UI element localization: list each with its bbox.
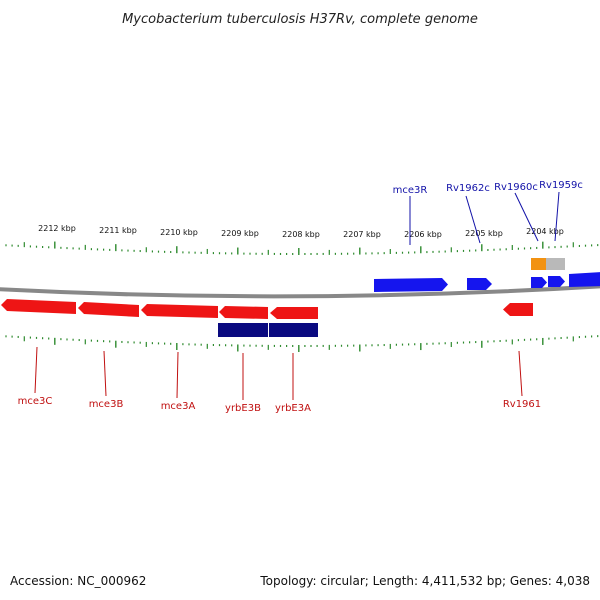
scale-label-2207: 2207 kbp bbox=[343, 230, 381, 239]
scale-label-2205: 2205 kbp bbox=[465, 229, 503, 238]
gene-Rv1962c[interactable] bbox=[467, 278, 492, 290]
scale-label-2204: 2204 kbp bbox=[526, 227, 564, 236]
reverse-labels: mce3C mce3B mce3A yrbE3B yrbE3A Rv1961 bbox=[18, 396, 542, 414]
gene-Rv1959c[interactable] bbox=[548, 276, 565, 287]
gene-mce3A[interactable] bbox=[141, 304, 218, 318]
scale-label-2208: 2208 kbp bbox=[282, 230, 320, 239]
gene-mce3R[interactable] bbox=[374, 278, 448, 292]
gene-mce3C[interactable] bbox=[1, 299, 76, 314]
gene-mce3B[interactable] bbox=[78, 302, 139, 317]
label-mce3R[interactable]: mce3R bbox=[393, 185, 428, 196]
inner-tick-ring bbox=[5, 335, 599, 352]
label-Rv1960c[interactable]: Rv1960c bbox=[494, 182, 538, 193]
scale-label-2212: 2212 kbp bbox=[38, 224, 76, 233]
scale-label-2209: 2209 kbp bbox=[221, 229, 259, 238]
label-Rv1961[interactable]: Rv1961 bbox=[503, 399, 541, 410]
reverse-genes bbox=[1, 299, 533, 337]
accession-text: Accession: NC_000962 bbox=[10, 574, 147, 588]
forward-genes bbox=[374, 258, 600, 292]
gene-yrbE3B[interactable] bbox=[219, 306, 268, 319]
rna-yrbE3B[interactable] bbox=[218, 323, 268, 337]
outer-tick-ring bbox=[5, 241, 599, 255]
genome-backbone bbox=[0, 284, 600, 299]
label-Rv1962c[interactable]: Rv1962c bbox=[446, 183, 490, 194]
label-mce3C[interactable]: mce3C bbox=[18, 396, 53, 407]
gene-Rv1960c[interactable] bbox=[531, 277, 547, 288]
label-mce3A[interactable]: mce3A bbox=[161, 401, 196, 412]
forward-label-leaders bbox=[409, 191, 560, 245]
scale-label-2211: 2211 kbp bbox=[99, 226, 137, 235]
scale-label-2210: 2210 kbp bbox=[160, 228, 198, 237]
gene-yrbE3A[interactable] bbox=[270, 307, 318, 319]
reverse-label-leaders bbox=[34, 346, 523, 400]
label-yrbE3B[interactable]: yrbE3B bbox=[225, 403, 261, 414]
scale-label-2206: 2206 kbp bbox=[404, 230, 442, 239]
label-mce3B[interactable]: mce3B bbox=[89, 399, 124, 410]
scale-labels: 2212 kbp 2211 kbp 2210 kbp 2209 kbp 2208… bbox=[38, 224, 564, 239]
gene-Rv1961[interactable] bbox=[503, 303, 533, 316]
gene-forward-edge[interactable] bbox=[569, 272, 600, 287]
genome-summary-text: Topology: circular; Length: 4,411,532 bp… bbox=[260, 574, 590, 588]
map-title: Mycobacterium tuberculosis H37Rv, comple… bbox=[122, 12, 478, 27]
label-Rv1959c[interactable]: Rv1959c bbox=[539, 180, 583, 191]
rna-yrbE3A[interactable] bbox=[269, 323, 318, 337]
feature-orange[interactable] bbox=[531, 258, 546, 270]
label-yrbE3A[interactable]: yrbE3A bbox=[275, 403, 311, 414]
forward-labels: mce3R Rv1962c Rv1960c Rv1959c bbox=[393, 180, 583, 196]
feature-gray[interactable] bbox=[546, 258, 565, 270]
